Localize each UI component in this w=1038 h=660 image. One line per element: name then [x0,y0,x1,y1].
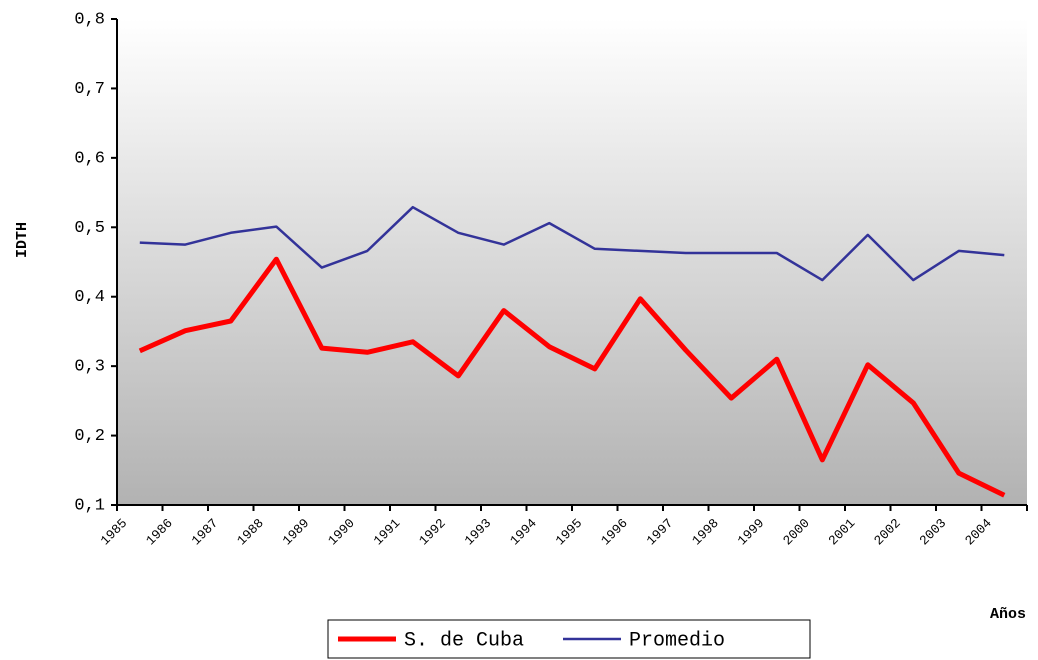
x-tick-label: 1993 [462,516,495,549]
y-tick-label: 0,5 [74,219,105,238]
x-tick-label: 1991 [371,516,404,549]
x-tick-label: 1992 [416,516,449,549]
x-tick-label: 2001 [826,516,859,549]
x-tick-label: 1997 [644,516,677,549]
x-tick-label: 2000 [780,516,813,549]
y-tick-label: 0,6 [74,149,105,168]
series-line [139,205,1005,282]
x-tick-label: 2003 [917,516,950,549]
x-tick-label: 1998 [689,516,722,549]
x-tick-label: 1996 [598,516,631,549]
x-tick-label: 2002 [871,516,904,549]
legend-label: S. de Cuba [404,629,524,652]
x-tick-label: 1989 [280,516,313,549]
y-axis-label: IDTH [14,222,31,258]
y-tick-label: 0,4 [74,288,105,307]
x-tick-label: 1987 [189,516,222,549]
x-tick-label: 1985 [98,516,131,549]
legend-label: Promedio [629,629,725,652]
y-tick-label: 0,7 [74,80,105,99]
plot-area [117,19,1027,505]
y-tick-label: 0,8 [74,10,105,29]
series-line [138,256,1006,498]
x-tick-label: 1999 [735,516,768,549]
y-tick-label: 0,2 [74,427,105,446]
y-tick-label: 0,1 [74,496,105,515]
x-tick-label: 1990 [325,516,358,549]
x-tick-label: 2004 [962,516,995,549]
x-tick-label: 1994 [507,516,540,549]
x-tick-label: 1988 [234,516,267,549]
x-axis-label: Años [990,606,1026,623]
x-tick-label: 1995 [553,516,586,549]
y-tick-label: 0,3 [74,358,105,377]
x-tick-label: 1986 [143,516,176,549]
